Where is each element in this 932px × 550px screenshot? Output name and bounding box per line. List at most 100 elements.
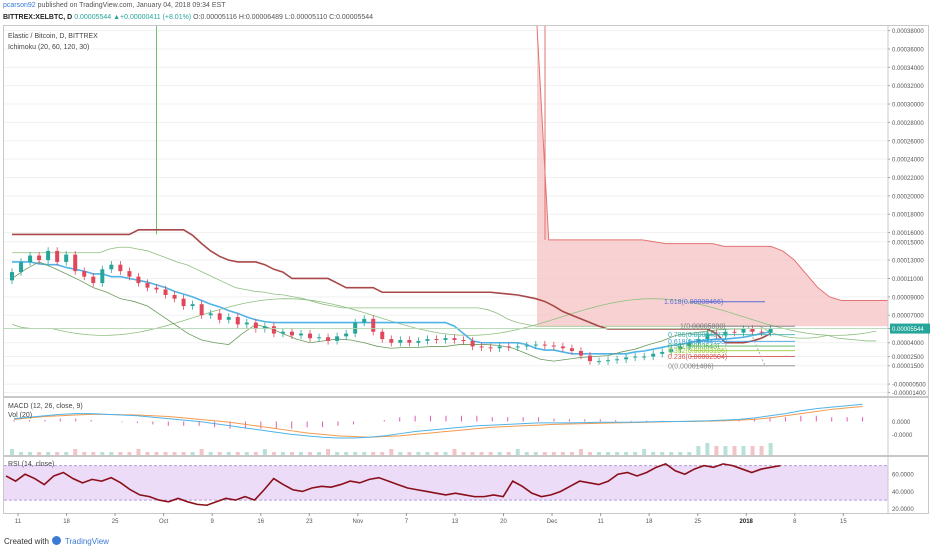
candle: [578, 351, 583, 356]
fib-label: 1(0.00005800): [680, 324, 726, 331]
x-tick-label: 9: [211, 519, 215, 525]
candle: [371, 318, 376, 332]
candle: [705, 333, 710, 340]
price-tick-label: 0.00004000: [892, 341, 924, 347]
volume-bar: [280, 452, 285, 455]
candle: [678, 346, 683, 350]
candle: [46, 250, 51, 261]
candle: [398, 339, 403, 343]
volume-bar: [560, 452, 565, 455]
candle: [10, 272, 14, 281]
price-panel[interactable]: [3, 25, 929, 397]
candle: [606, 360, 611, 362]
candle: [759, 331, 764, 333]
candle: [569, 348, 574, 352]
tradingview-brand-link[interactable]: TradingView: [64, 537, 109, 546]
candle: [280, 331, 285, 334]
candle: [100, 269, 105, 284]
x-tick-label: 7: [405, 519, 409, 525]
symbol-line: BITTREX:XELBTC, D 0.00005544 ▲+0.0000041…: [3, 14, 932, 21]
x-tick-label: 13: [452, 519, 459, 525]
ichimoku-legend[interactable]: Ichimoku (20, 60, 120, 30): [8, 44, 90, 51]
candle: [669, 349, 674, 352]
volume-bar: [606, 452, 611, 455]
volume-bar: [597, 452, 602, 455]
candle: [253, 322, 258, 329]
lagging-line: [11, 261, 744, 362]
candle: [750, 328, 755, 332]
candle: [190, 304, 195, 307]
candle: [741, 328, 746, 333]
rsi-tick-label: 20.0000: [892, 507, 914, 513]
volume-bar: [308, 452, 313, 455]
candle: [298, 333, 303, 336]
volume-bar: [289, 452, 294, 455]
volume-bar: [759, 446, 764, 455]
volume-bar: [615, 452, 620, 455]
volume-bar: [723, 446, 728, 455]
tradingview-logo-icon: [51, 536, 61, 545]
rsi-legend[interactable]: RSI (14, close): [8, 461, 55, 468]
candle: [461, 339, 466, 341]
volume-bar: [217, 452, 222, 455]
volume-bar: [335, 452, 340, 455]
volume-bar: [154, 452, 159, 455]
price-tick-label: 0.00024000: [892, 158, 924, 164]
candle: [407, 339, 412, 343]
volume-bar: [416, 452, 421, 455]
macd-line: [13, 403, 863, 439]
volume-bar: [633, 452, 638, 455]
volume-bar: [127, 452, 132, 455]
volume-bar: [669, 452, 674, 455]
fib-label: 0(0.00001486): [668, 363, 714, 370]
rsi-panel[interactable]: [3, 456, 929, 514]
volume-bar: [91, 452, 96, 455]
price-tick-label: -0.00001400: [892, 391, 926, 397]
candle: [262, 326, 267, 329]
price-tick-label: 0.00013000: [892, 259, 924, 265]
price-tick-label: 0.00034000: [892, 66, 924, 72]
candle: [687, 342, 692, 347]
candle: [434, 339, 439, 341]
volume-bar: [28, 452, 33, 455]
macd-legend-label[interactable]: MACD (12, 26, close, 9): [8, 403, 83, 410]
volume-bar: [551, 452, 556, 455]
volume-bar: [578, 449, 583, 455]
price-tick-label: 0.00009000: [892, 295, 924, 301]
volume-bar: [19, 452, 24, 455]
price-tick-label: 0.00016000: [892, 231, 924, 237]
macd-panel[interactable]: [3, 397, 929, 456]
publisher-link[interactable]: pcarson92: [3, 2, 36, 9]
volume-bar: [362, 452, 367, 455]
candle: [624, 357, 629, 360]
volume-bar: [750, 446, 755, 455]
axes: 0.00038000 0.00036000 0.00034000 0.00032000…: [15, 26, 930, 525]
candle: [145, 283, 150, 288]
volume-bar: [705, 443, 710, 455]
symbol-label[interactable]: BITTREX:XELBTC, D: [3, 14, 73, 21]
candle: [732, 331, 737, 333]
candle: [244, 322, 249, 325]
candle: [154, 287, 159, 290]
candle: [479, 346, 484, 348]
candle: [353, 322, 358, 334]
volume-bar: [732, 446, 737, 455]
fib-label: 0.382(0.00003136): [668, 348, 727, 355]
price-tick-label: 0.00002500: [892, 355, 924, 361]
candle: [723, 331, 728, 336]
candle: [82, 271, 87, 277]
price-change: 0.00005544 ▲+0.00000411 (+8.01%): [74, 14, 192, 21]
vol-legend-label[interactable]: Vol (20): [8, 412, 33, 419]
volume-bar: [497, 452, 502, 455]
volume-bar: [371, 452, 376, 455]
x-tick-label: 11: [15, 519, 22, 525]
price-tick-label: 0.00022000: [892, 176, 924, 182]
price-tick-label: 0.00020000: [892, 194, 924, 200]
macd-signal-line: [13, 405, 863, 438]
candle: [64, 254, 69, 262]
volume-bar: [488, 452, 493, 455]
x-tick-label: Oct: [159, 519, 169, 525]
candle: [533, 344, 538, 346]
candle: [289, 331, 294, 336]
